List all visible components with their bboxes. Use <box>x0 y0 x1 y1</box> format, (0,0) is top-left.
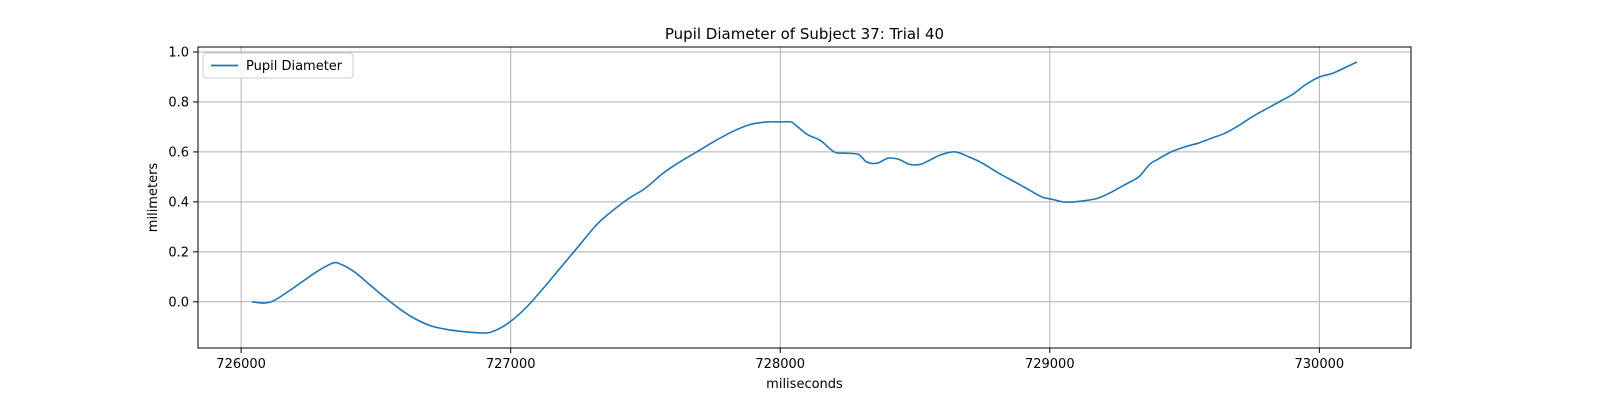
x-tick-label: 726000 <box>216 357 266 372</box>
y-tick-label: 0.4 <box>168 195 189 210</box>
series-line-pupil-diameter <box>251 61 1358 334</box>
grid-lines <box>198 47 1411 348</box>
y-tick-label: 0.8 <box>168 95 189 110</box>
x-tick-label: 730000 <box>1295 357 1345 372</box>
y-tick-label: 0.0 <box>168 295 189 310</box>
legend-entry-pupil-diameter: Pupil Diameter <box>246 59 343 74</box>
x-tick-label: 729000 <box>1025 357 1075 372</box>
y-tick-label: 0.6 <box>168 145 189 160</box>
x-axis-label: miliseconds <box>766 377 843 392</box>
legend: Pupil Diameter <box>202 52 354 79</box>
y-axis: 0.0 0.2 0.4 0.6 0.8 1.0 <box>168 45 198 310</box>
x-tick-label: 728000 <box>755 357 805 372</box>
y-axis-label: milimeters <box>146 163 161 233</box>
y-tick-label: 1.0 <box>168 45 189 60</box>
series-layer <box>251 61 1358 334</box>
x-tick-label: 727000 <box>486 357 536 372</box>
x-axis: 726000 727000 728000 729000 730000 <box>216 348 1344 372</box>
chart-title: Pupil Diameter of Subject 37: Trial 40 <box>665 25 944 43</box>
legend-box <box>202 52 354 79</box>
plot-frame <box>197 46 1412 349</box>
y-tick-label: 0.2 <box>168 245 189 260</box>
